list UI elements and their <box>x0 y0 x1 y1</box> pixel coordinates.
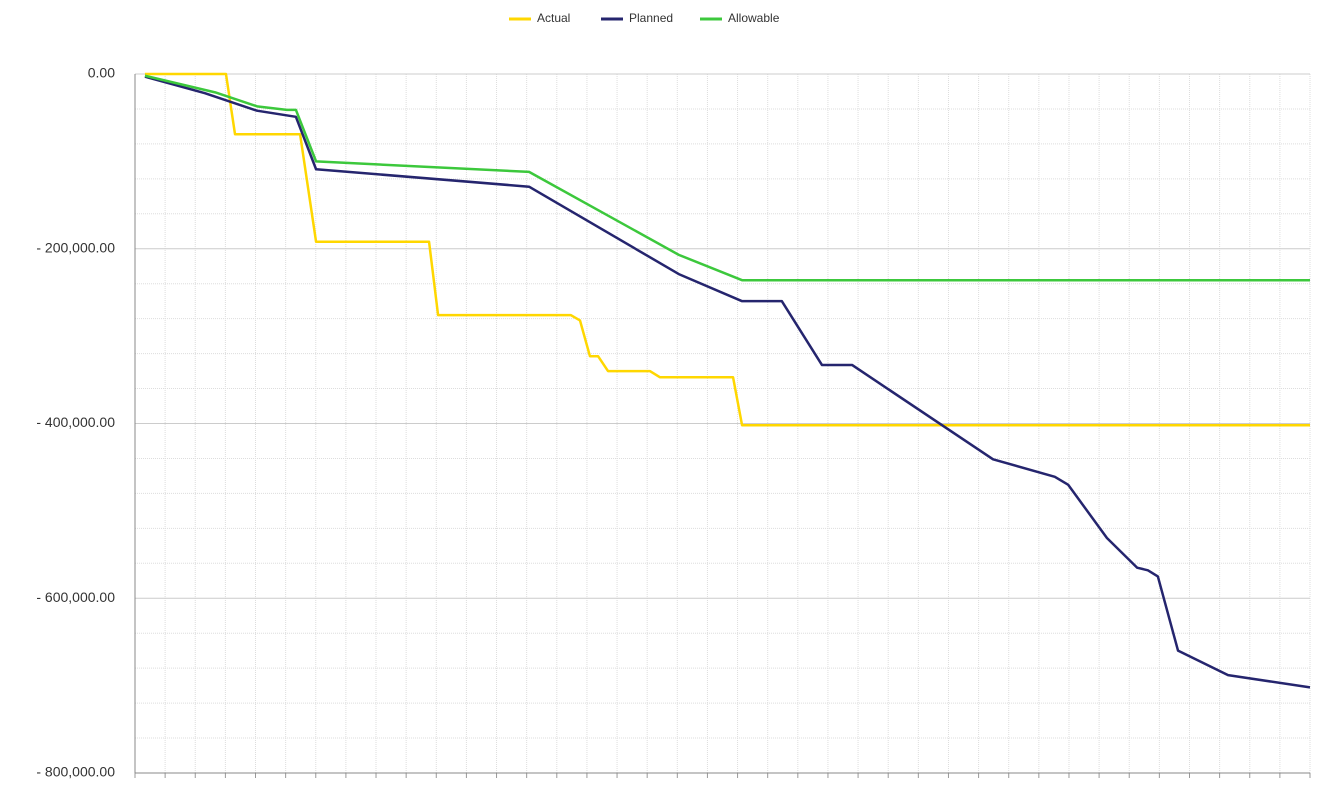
y-tick-label: - 200,000.00 <box>36 239 115 255</box>
legend-label: Allowable <box>728 11 780 25</box>
y-tick-label: - 600,000.00 <box>36 589 115 605</box>
series-line <box>144 74 1310 282</box>
y-tick-label: 0.00 <box>88 65 115 81</box>
legend-label: Actual <box>537 11 570 25</box>
y-tick-label: - 800,000.00 <box>36 764 115 780</box>
series-line <box>144 75 1311 689</box>
y-tick-label: - 400,000.00 <box>36 414 115 430</box>
legend-label: Planned <box>629 11 673 25</box>
series-line <box>144 72 1310 427</box>
